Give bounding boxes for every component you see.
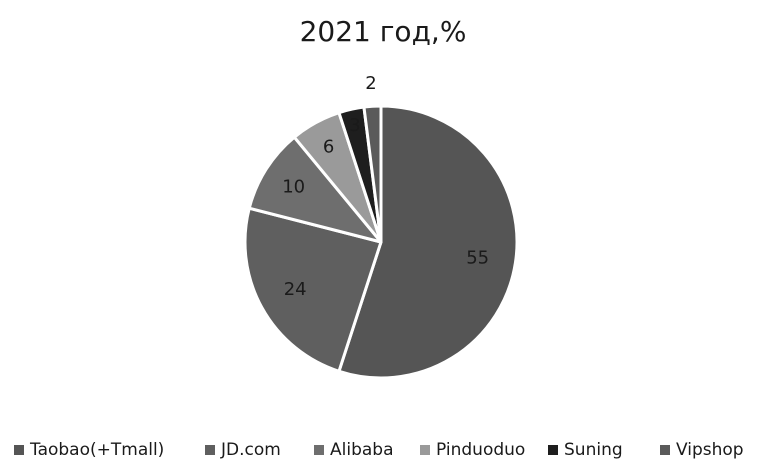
legend-label-suning: Suning [564,440,623,460]
legend-item-vipshop: Vipshop [660,440,744,460]
legend-item-suning: Suning [548,440,623,460]
legend-swatch-alibaba [314,445,324,455]
chart-title: 2021 год,% [300,15,467,48]
legend: Taobao(+Tmall) JD.com Alibaba Pinduoduo Suni… [14,440,744,460]
legend-swatch-jd-com [205,445,215,455]
data-label-alibaba: 10 [282,177,305,198]
pie-slice-jd-com [243,206,383,373]
data-label-taobao-tmall: 55 [466,247,489,268]
legend-swatch-vipshop [660,445,670,455]
data-label-jd-com: 24 [284,279,307,300]
data-label-suning: 3 [349,115,360,136]
legend-item-pinduoduo: Pinduoduo [420,440,525,460]
legend-item-alibaba: Alibaba [314,440,394,460]
pie-slice-alibaba [247,135,383,244]
legend-item-taobao-tmall: Taobao(+Tmall) [14,440,164,460]
data-labels: 55 24 10 632 [282,73,489,300]
pie-slice-vipshop [362,104,383,244]
legend-label-jd-com: JD.com [220,440,281,460]
legend-swatch-taobao-tmall [14,445,24,455]
legend-swatch-suning [548,445,558,455]
legend-item-jd-com: JD.com [205,440,281,460]
legend-label-alibaba: Alibaba [330,440,394,460]
pie-slice-taobao-tmall [337,104,519,380]
legend-label-taobao-tmall: Taobao(+Tmall) [29,440,164,460]
pie-slices [243,104,519,380]
data-label-vipshop: 2 [365,73,376,94]
legend-label-pinduoduo: Pinduoduo [436,440,525,460]
data-label-pinduoduo: 6 [323,137,334,158]
legend-swatch-pinduoduo [420,445,430,455]
legend-label-vipshop: Vipshop [676,440,744,460]
